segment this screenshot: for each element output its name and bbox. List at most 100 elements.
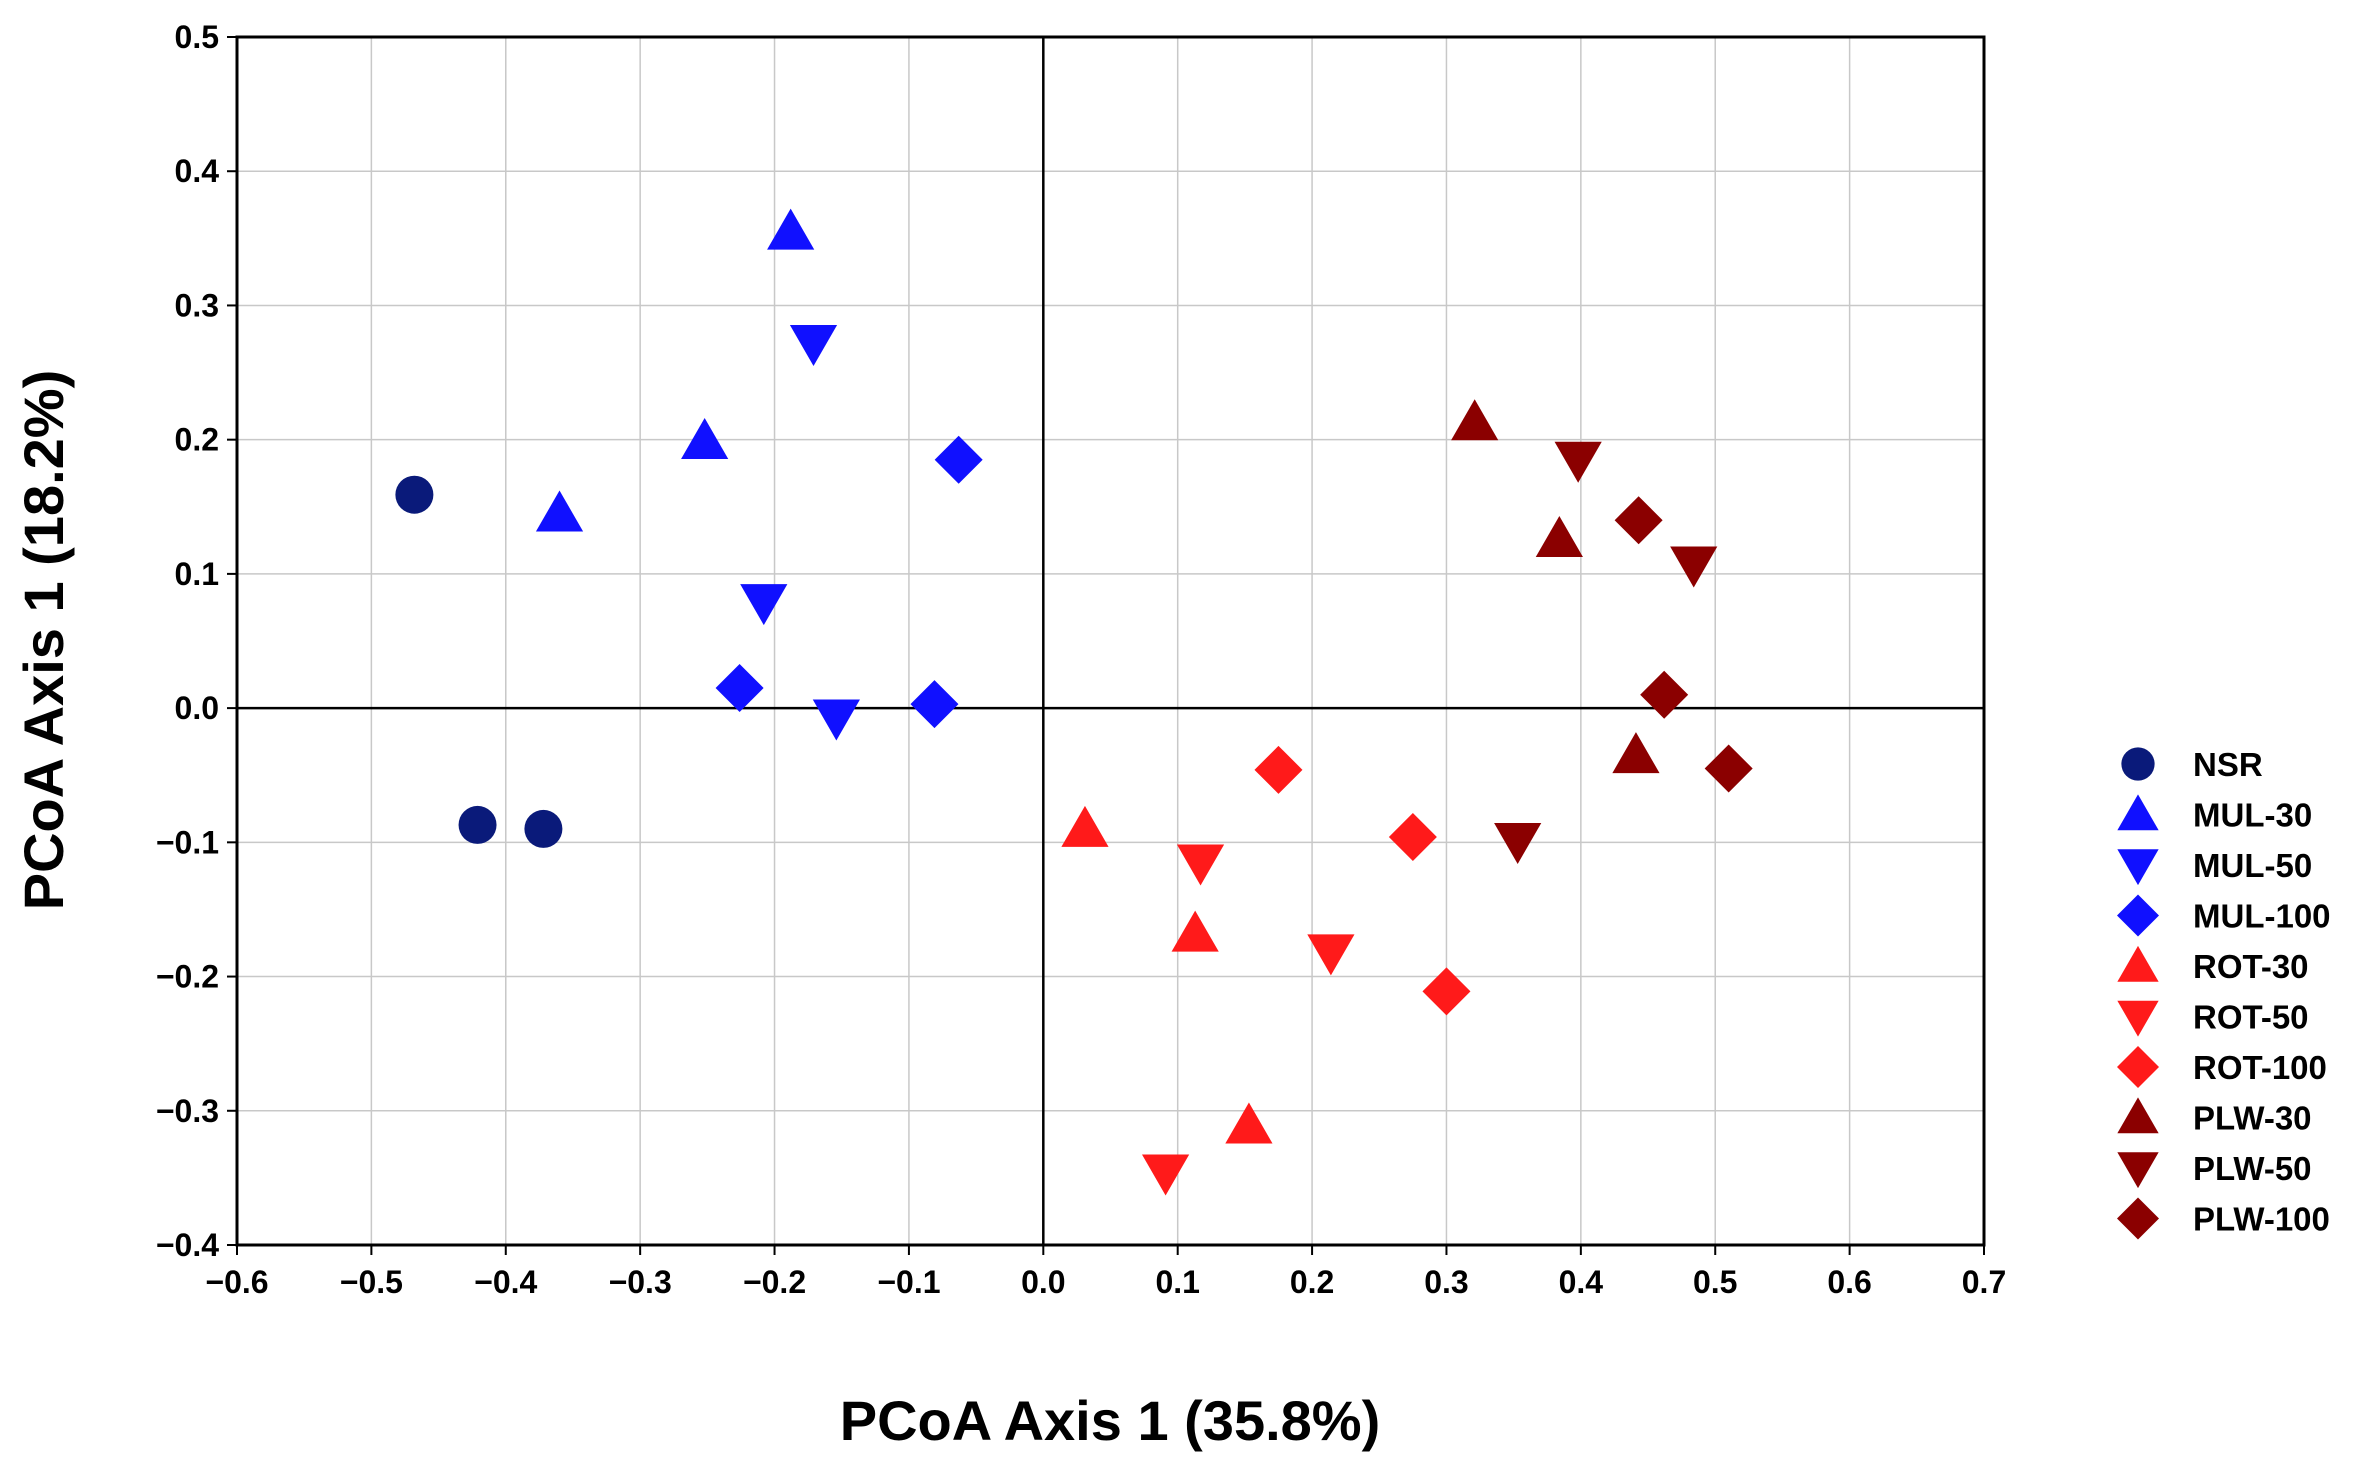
x-tick-label: −0.5 [340, 1264, 403, 1300]
legend-label: MUL-50 [2193, 847, 2312, 884]
mul-50-point [789, 325, 838, 367]
legend-label: ROT-50 [2193, 999, 2309, 1036]
x-tick-label: −0.3 [609, 1264, 672, 1300]
series-mul-30 [535, 208, 815, 532]
x-axis-ticks: −0.6 −0.5 −0.4 −0.3 −0.2 −0.1 0.0 0.1 0.2 0.3 0.4 0… [205, 1245, 2006, 1300]
legend-item-plw-100: PLW-100 [2117, 1197, 2330, 1240]
nsr-point [458, 805, 497, 844]
x-tick-label: 0.6 [1827, 1264, 1871, 1300]
y-tick-label: 0.4 [175, 153, 220, 189]
rot-50-point [1307, 934, 1355, 976]
y-tick-label: −0.2 [156, 959, 219, 995]
rot-50-point [1176, 844, 1225, 886]
rot-30-point [1061, 805, 1109, 847]
plw-100-point [1704, 744, 1753, 793]
legend-item-mul-30: MUL-30 [2117, 794, 2312, 834]
legend-marker [2117, 849, 2159, 886]
y-tick-label: 0.3 [175, 287, 219, 323]
mul-30-point [681, 418, 729, 460]
rot-100-point [1388, 812, 1437, 861]
gridlines [237, 37, 1984, 1245]
plw-100-point [1614, 496, 1663, 545]
plw-30-point [1451, 399, 1499, 441]
x-tick-label: 0.7 [1962, 1264, 2006, 1300]
legend-item-plw-50: PLW-50 [2117, 1150, 2312, 1189]
x-tick-label: 0.0 [1021, 1264, 1065, 1300]
legend-label: ROT-100 [2193, 1049, 2327, 1086]
y-tick-label: 0.2 [175, 422, 219, 458]
legend-marker [2117, 1197, 2159, 1240]
mul-100-point [934, 435, 983, 484]
legend-label: PLW-30 [2193, 1100, 2312, 1137]
x-tick-label: −0.6 [205, 1264, 268, 1300]
legend-label: MUL-100 [2193, 898, 2331, 935]
plw-30-point [1535, 515, 1583, 557]
y-axis-ticks: −0.4 −0.3 −0.2 −0.1 0.0 0.1 0.2 0.3 0.4 0.5 [156, 19, 237, 1263]
x-tick-label: −0.4 [474, 1264, 537, 1300]
plw-50-point [1670, 546, 1718, 588]
legend-marker [2117, 1046, 2159, 1088]
x-tick-label: 0.4 [1559, 1264, 1604, 1300]
rot-30-point [1225, 1102, 1273, 1144]
legend-item-rot-30: ROT-30 [2117, 945, 2309, 985]
legend-label: MUL-30 [2193, 797, 2312, 834]
legend-item-rot-100: ROT-100 [2117, 1046, 2327, 1088]
series-mul-50 [740, 325, 860, 741]
nsr-point [524, 809, 563, 848]
mul-50-point [740, 584, 788, 626]
series-rot-100 [1254, 745, 1471, 1016]
mul-100-point [715, 663, 764, 712]
legend-marker [2117, 1152, 2159, 1189]
legend-label: PLW-50 [2193, 1150, 2312, 1187]
mul-100-point [910, 680, 959, 729]
rot-100-point [1422, 967, 1471, 1016]
y-tick-label: 0.0 [175, 690, 219, 726]
legend-label: PLW-100 [2193, 1201, 2330, 1238]
legend-label: ROT-30 [2193, 948, 2309, 985]
series-rot-50 [1141, 844, 1355, 1196]
x-tick-label: 0.2 [1290, 1264, 1334, 1300]
x-tick-label: −0.1 [877, 1264, 940, 1300]
y-axis-title: PCoA Axis 1 (18.2%) [12, 370, 75, 910]
plw-50-point [1494, 822, 1542, 864]
legend-item-rot-50: ROT-50 [2117, 999, 2309, 1037]
x-tick-label: −0.2 [743, 1264, 806, 1300]
legend-marker [2117, 1000, 2159, 1037]
series-plw-100 [1614, 496, 1753, 793]
zero-lines [237, 37, 1984, 1245]
mul-30-point [535, 490, 584, 532]
series-plw-50 [1494, 441, 1718, 864]
legend-marker [2117, 1097, 2159, 1134]
mul-30-point [767, 208, 815, 250]
rot-100-point [1254, 745, 1303, 794]
nsr-point [395, 475, 434, 514]
x-axis-title: PCoA Axis 1 (35.8%) [840, 1389, 1380, 1452]
x-tick-label: 0.3 [1424, 1264, 1468, 1300]
mul-50-point [812, 699, 860, 741]
legend-label: NSR [2193, 746, 2263, 783]
legend-marker [2121, 747, 2155, 781]
legend-item-mul-100: MUL-100 [2117, 894, 2331, 937]
legend-item-nsr: NSR [2121, 746, 2263, 783]
y-tick-label: −0.3 [156, 1093, 219, 1129]
plot-area-frame [235, 35, 1986, 1247]
plw-50-point [1554, 441, 1602, 483]
y-tick-label: −0.4 [156, 1227, 219, 1263]
y-tick-label: 0.1 [175, 556, 219, 592]
plw-100-point [1640, 670, 1689, 719]
legend-item-mul-50: MUL-50 [2117, 847, 2312, 886]
rot-30-point [1171, 910, 1219, 952]
series-mul-100 [715, 435, 983, 729]
data-points [395, 208, 1753, 1196]
x-tick-label: 0.5 [1693, 1264, 1737, 1300]
series-nsr [395, 475, 563, 848]
series-rot-30 [1061, 805, 1273, 1144]
y-tick-label: −0.1 [156, 824, 219, 860]
legend: NSR MUL-30 MUL-50 MUL-100 ROT-30 ROT-50 ROT-10… [2117, 746, 2331, 1240]
legend-marker [2117, 894, 2159, 937]
plw-30-point [1612, 732, 1660, 774]
rot-50-point [1141, 1154, 1190, 1196]
x-tick-label: 0.1 [1155, 1264, 1199, 1300]
legend-marker [2117, 945, 2159, 982]
